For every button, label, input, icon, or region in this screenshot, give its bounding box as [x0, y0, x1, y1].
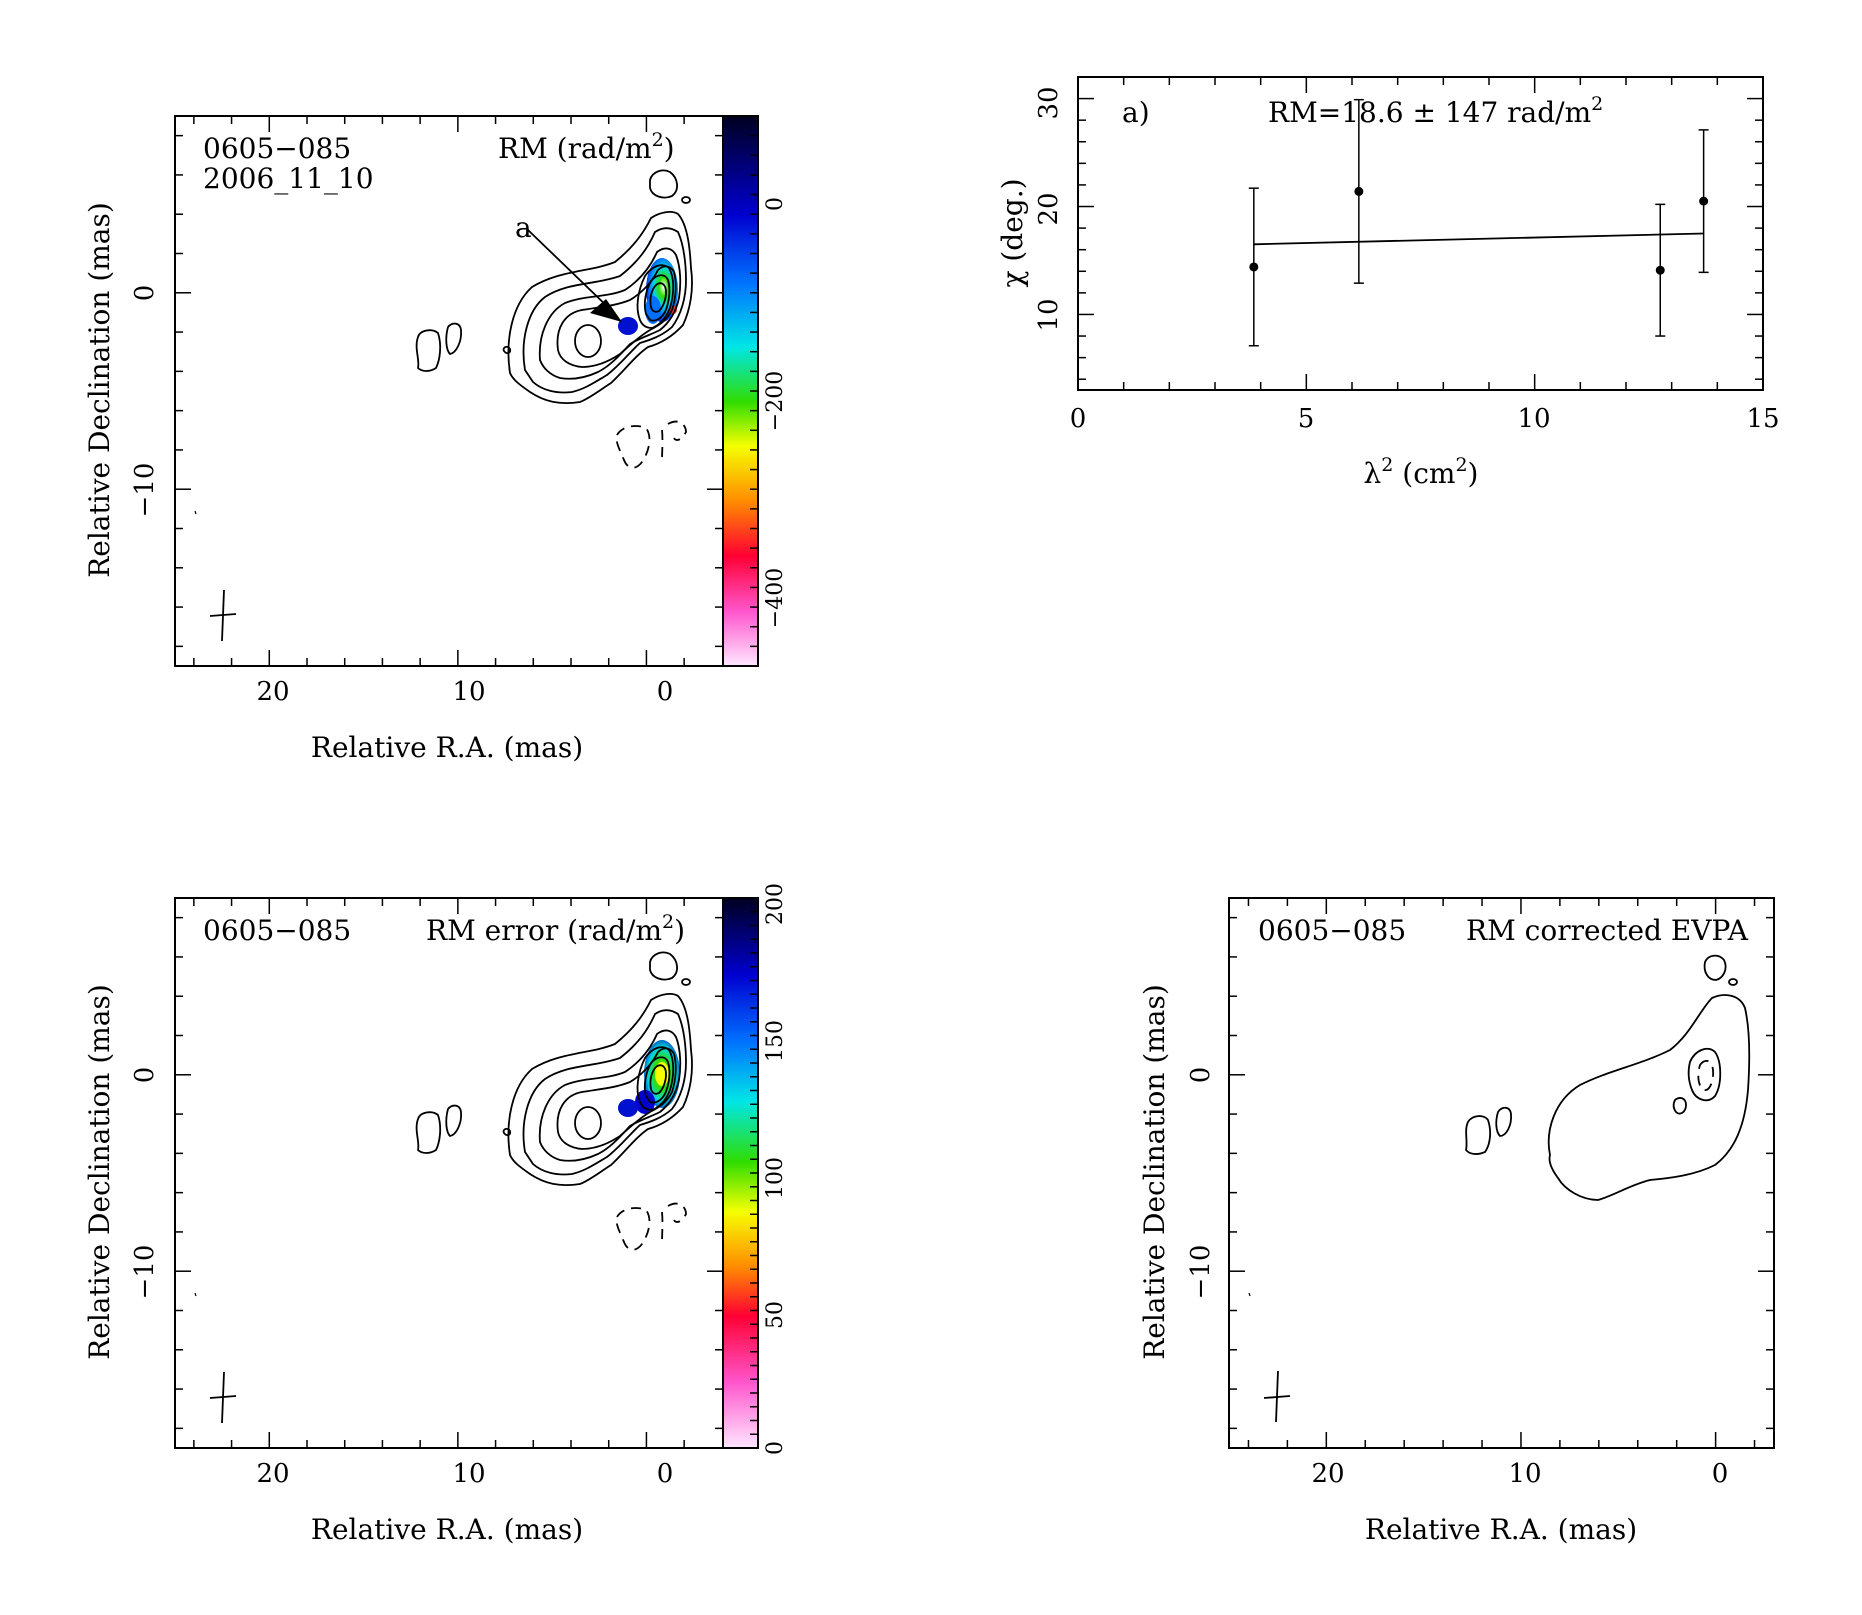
rm-error-map-source: 0605−085 — [203, 914, 351, 947]
evpa-map-xtick: 0 — [1712, 1459, 1729, 1489]
rm-map-source: 0605−085 — [203, 132, 351, 165]
panel-rm-fit: a) RM=18.6 ± 147 rad/m2 0 5 10 15 10 20 … — [996, 76, 1780, 490]
panel-rm-map: a 0605−085 2006_11_10 RM (rad/m2) 20 10 … — [83, 115, 788, 764]
rm-error-map-ylabel: Relative Declination (mas) — [83, 984, 116, 1360]
rm-map-ytick: −10 — [130, 463, 160, 518]
rm-fit-ytick: 10 — [1034, 298, 1064, 331]
rm-map-frame — [174, 115, 759, 667]
evpa-map-xtick: 10 — [1508, 1459, 1541, 1489]
rm-error-colorbar-label: RM error (rad/m2) — [426, 911, 685, 947]
data-point — [1699, 196, 1709, 206]
rm-fit-ylabel: χ (deg.) — [996, 178, 1029, 287]
rm-color-core — [618, 258, 678, 335]
panel-evpa-map: 0605−085 RM corrected EVPA 20 10 0 0 −10… — [1138, 897, 1775, 1546]
evpa-map-xlabel: Relative R.A. (mas) — [1365, 1513, 1637, 1546]
rm-map-xtick: 20 — [256, 677, 289, 707]
rm-fit-result: RM=18.6 ± 147 rad/m2 — [1268, 93, 1603, 129]
rm-fit-panel-tag: a) — [1122, 96, 1150, 129]
rm-error-map-xtick: 20 — [256, 1459, 289, 1489]
rm-error-colorbar-tick: 200 — [763, 883, 788, 925]
rm-error-map-frame — [174, 897, 759, 1449]
rm-error-map-xtick: 10 — [452, 1459, 485, 1489]
rm-error-map-xlabel: Relative R.A. (mas) — [311, 1513, 583, 1546]
rm-fit-xtick: 0 — [1070, 404, 1087, 434]
data-point — [1249, 262, 1259, 272]
rm-colorbar-tick: −200 — [763, 371, 788, 431]
rm-map-xtick: 10 — [452, 677, 485, 707]
data-point — [1354, 186, 1364, 196]
annotation-arrow-line — [527, 229, 613, 312]
rm-error-colorbar-tick: 50 — [763, 1301, 788, 1329]
rm-colorbar-tick: −400 — [763, 568, 788, 628]
rm-map-ytick: 0 — [130, 285, 160, 302]
panel-rm-error-map: 0605−085 RM error (rad/m2) 20 10 0 0 −10… — [83, 883, 788, 1546]
data-point — [1655, 265, 1665, 275]
rm-map-ylabel: Relative Declination (mas) — [83, 202, 116, 578]
rm-error-colorbar-tick: 100 — [763, 1157, 788, 1199]
rm-fit-ytick: 30 — [1034, 86, 1064, 119]
rm-fit-xtick: 10 — [1517, 404, 1550, 434]
rm-map-xlabel: Relative R.A. (mas) — [311, 731, 583, 764]
beam-cross — [209, 1371, 237, 1424]
rm-map-xtick: 0 — [657, 677, 674, 707]
fit-line — [1253, 232, 1704, 246]
annotation-arrow-head — [590, 299, 622, 322]
rm-fit-ytick: 20 — [1034, 192, 1064, 225]
rm-error-map-xtick: 0 — [657, 1459, 674, 1489]
evpa-map-ytick: −10 — [1186, 1245, 1216, 1300]
rm-fit-xtick: 5 — [1298, 404, 1315, 434]
evpa-map-ylabel: Relative Declination (mas) — [1138, 984, 1171, 1360]
rm-error-map-ytick: −10 — [130, 1245, 160, 1300]
rm-fit-xtick: 15 — [1746, 404, 1779, 434]
evpa-map-title: RM corrected EVPA — [1466, 914, 1749, 947]
evpa-map-xtick: 20 — [1311, 1459, 1344, 1489]
beam-cross — [1263, 1370, 1291, 1423]
rm-map-date: 2006_11_10 — [203, 162, 374, 195]
rm-error-map-ytick: 0 — [130, 1067, 160, 1084]
rm-error-colorbar-tick: 0 — [763, 1441, 788, 1455]
rm-error-colorbar-tick: 150 — [763, 1020, 788, 1062]
rm-map-colorbar-label: RM (rad/m2) — [498, 129, 675, 165]
rm-fit-frame — [1077, 76, 1764, 391]
evpa-map-frame — [1228, 897, 1775, 1449]
evpa-map-ytick: 0 — [1186, 1067, 1216, 1084]
rm-fit-xlabel: λ2 (cm2) — [1364, 454, 1479, 490]
evpa-map-source: 0605−085 — [1258, 914, 1406, 947]
annotation-a: a — [515, 211, 532, 244]
rm-colorbar-tick: 0 — [763, 197, 788, 211]
beam-cross — [209, 589, 237, 642]
evpa-contours — [1465, 954, 1751, 1201]
